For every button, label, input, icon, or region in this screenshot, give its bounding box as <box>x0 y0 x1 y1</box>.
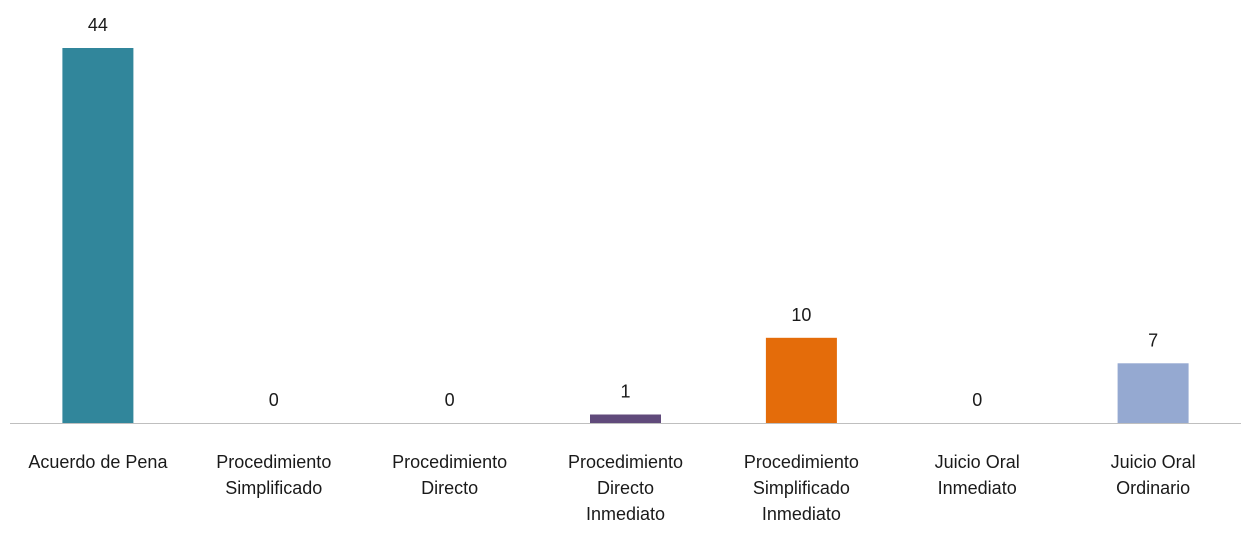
data-label-0: 44 <box>88 15 108 35</box>
category-label-5: Juicio Oral Inmediato <box>935 452 1020 498</box>
category-label-6: Juicio Oral Ordinario <box>1111 452 1196 498</box>
data-label-3: 1 <box>620 382 630 402</box>
category-label-0: Acuerdo de Pena <box>28 452 168 472</box>
data-label-6: 7 <box>1148 330 1158 350</box>
bar-6 <box>1117 363 1189 423</box>
bar-4 <box>765 337 837 423</box>
data-label-2: 0 <box>445 390 455 410</box>
data-label-4: 10 <box>791 305 811 325</box>
bar-3 <box>590 414 661 423</box>
category-label-2: Procedimiento Directo <box>392 452 507 498</box>
data-label-1: 0 <box>269 390 279 410</box>
category-label-3: Procedimiento Directo Inmediato <box>568 452 683 524</box>
bar-0 <box>62 48 134 423</box>
category-label-4: Procedimiento Simplificado Inmediato <box>744 452 859 524</box>
category-label-1: Procedimiento Simplificado <box>216 452 331 498</box>
data-label-5: 0 <box>972 390 982 410</box>
